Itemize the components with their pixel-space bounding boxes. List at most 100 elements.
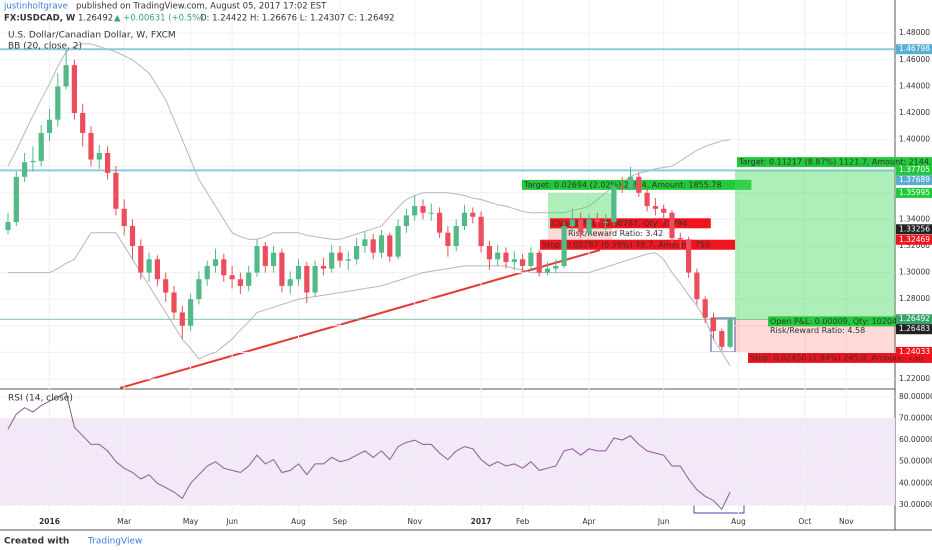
candle-body xyxy=(553,265,559,269)
candle-body xyxy=(569,219,575,227)
rsi-tick-label: 70.00000 xyxy=(899,414,932,423)
ratio-label: Risk/Reward Ratio: 4.58 xyxy=(770,326,865,335)
stop-label: Stop: 0.00787 (0.59%) 78.7, Amount: 750 xyxy=(542,240,710,249)
y-tick-label: 1.30000 xyxy=(899,268,930,277)
candle-body xyxy=(320,265,326,269)
rsi-label: RSI (14, close) xyxy=(8,394,73,404)
x-tick-label: Feb xyxy=(516,517,530,526)
target-label: Target: 0.11217 (8.87%) 1121.7, Amount: … xyxy=(738,158,932,167)
price-badge-label: 1.32469 xyxy=(899,235,930,244)
indicator-label: BB (20, close, 2) xyxy=(8,42,82,52)
candle-body xyxy=(719,331,725,347)
x-tick-label: Nov xyxy=(407,517,422,526)
x-tick-label: Sep xyxy=(333,517,347,526)
x-tick-label: Mar xyxy=(117,517,132,526)
x-tick-label: Jun xyxy=(225,517,238,526)
price-badge xyxy=(896,346,932,357)
y-tick-label: 1.40000 xyxy=(899,135,930,144)
candle-body xyxy=(345,259,351,261)
candle-body xyxy=(603,222,609,224)
price-badge-label: 1.24033 xyxy=(899,347,930,356)
candle-body xyxy=(271,252,277,266)
target-zone xyxy=(735,170,895,320)
price-badge xyxy=(896,224,932,235)
candle-body xyxy=(686,239,692,273)
pnl-label: Closed P&L: -0.00787, Qty: 21794 xyxy=(552,219,688,228)
candle-body xyxy=(96,152,102,160)
ohlc: O: 1.24422 H: 1.26676 L: 1.24307 C: 1.26… xyxy=(200,14,395,24)
stop-label-bg xyxy=(748,352,932,363)
candle-body xyxy=(586,219,592,233)
x-tick-label: 2016 xyxy=(39,517,60,526)
chart-title: U.S. Dollar/Canadian Dollar, W, FXCM xyxy=(8,31,176,41)
candle-body xyxy=(146,259,152,273)
target-label-bg xyxy=(737,157,932,168)
x-tick-label: Jun xyxy=(657,517,670,526)
candle-body xyxy=(229,275,235,280)
candle-body xyxy=(221,259,227,276)
y-tick-label: 1.48000 xyxy=(899,28,930,37)
price-badge-label: 1.26492 xyxy=(899,314,930,323)
price-badge-label: 1.37689 xyxy=(899,175,930,184)
candle-body xyxy=(154,259,160,280)
candle-body xyxy=(171,292,177,313)
candle-body xyxy=(627,176,634,188)
candle-body xyxy=(486,245,492,260)
candle-body xyxy=(63,65,69,87)
price-badge xyxy=(896,187,932,198)
candle-body xyxy=(511,259,517,262)
x-tick-label: Aug xyxy=(731,517,746,526)
candle-body xyxy=(71,65,77,114)
candle-body xyxy=(121,208,127,227)
candle-body xyxy=(22,162,28,177)
candle-body xyxy=(412,206,418,216)
candle-body xyxy=(237,279,243,286)
candle-body xyxy=(204,265,210,280)
price-badge xyxy=(896,234,932,245)
stop-label: Stop: 0.02450 (1.94%) 245.0, Amount: 750 xyxy=(750,353,923,362)
y-tick-label: 1.34000 xyxy=(899,214,930,223)
candle-body xyxy=(55,86,61,120)
candle-body xyxy=(254,245,260,273)
candle-body xyxy=(129,226,136,246)
x-tick-label: Nov xyxy=(839,517,854,526)
rsi-line xyxy=(7,391,731,511)
candle-body xyxy=(677,238,683,240)
rsi-tick-label: 50.00000 xyxy=(899,457,932,466)
candle-body xyxy=(287,279,293,286)
y-tick-label: 1.22000 xyxy=(899,374,930,383)
last-price: 1.26492 xyxy=(78,14,113,24)
pnl-label-bg xyxy=(768,316,915,327)
candle-body xyxy=(520,259,526,266)
candle-body xyxy=(5,222,11,231)
candle-body xyxy=(196,279,202,300)
candle-body xyxy=(163,279,169,293)
candle-body xyxy=(329,252,335,269)
x-tick-label: Apr xyxy=(583,517,597,526)
symbol: FX:USDCAD, W xyxy=(4,14,76,24)
candle-body xyxy=(354,245,360,260)
candle-body xyxy=(88,132,94,160)
publisher[interactable]: justinholtgrave xyxy=(3,2,68,12)
rsi-tick-label: 40.00000 xyxy=(899,478,932,487)
y-tick-label: 1.28000 xyxy=(899,294,930,303)
rsi-tick-label: 30.00000 xyxy=(899,500,932,509)
price-badge xyxy=(896,175,932,186)
y-tick-label: 1.44000 xyxy=(899,81,930,90)
candle-body xyxy=(13,176,19,223)
footer-brand[interactable]: TradingView xyxy=(87,537,142,547)
candle-body xyxy=(578,219,584,233)
candle-body xyxy=(445,232,451,246)
candle-body xyxy=(279,252,285,286)
candle-body xyxy=(611,186,617,223)
candle-body xyxy=(528,252,534,266)
y-tick-label: 1.32000 xyxy=(899,241,930,250)
candle-body xyxy=(105,152,111,173)
candle-body xyxy=(295,265,302,280)
overlay-layer: justinholtgrave published on TradingView… xyxy=(3,2,932,547)
candle-body xyxy=(561,226,567,266)
x-tick-label: Aug xyxy=(291,517,306,526)
candle-body xyxy=(710,317,717,332)
candle-body xyxy=(536,252,542,273)
price-badge-label: 1.37705 xyxy=(899,165,930,174)
